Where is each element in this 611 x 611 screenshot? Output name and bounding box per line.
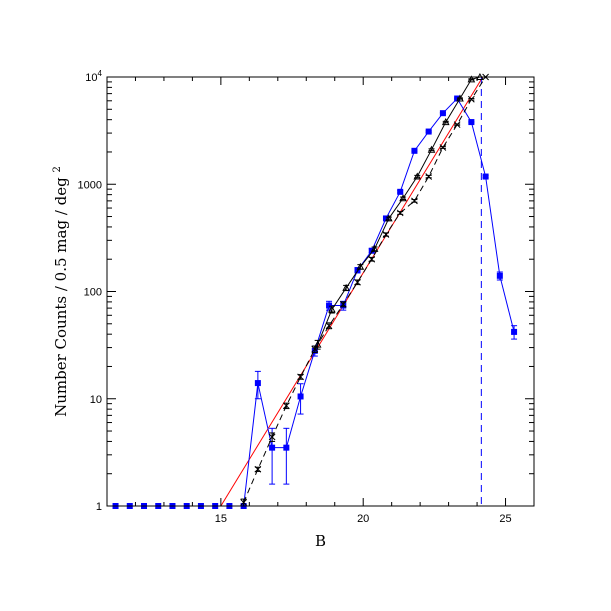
data-point-triangle [356, 262, 365, 270]
series-line [243, 76, 487, 503]
data-point-cross [453, 121, 461, 128]
series-solid-blue-squares [112, 95, 518, 509]
data-point-triangle [342, 283, 350, 291]
y-tick-label: 104 [85, 69, 102, 84]
series-dashed-black-crosses [240, 73, 489, 507]
data-point-square [468, 119, 475, 126]
data-point-square [454, 95, 461, 102]
y-axis-title: Number Counts / 0.5 mag / deg 2 [52, 166, 70, 417]
data-point-triangle [384, 214, 393, 222]
x-tick-label: 25 [499, 513, 511, 525]
data-point-square [439, 110, 446, 117]
y-tick-label: 1 [96, 501, 102, 513]
series-line [115, 97, 515, 507]
data-point-triangle [313, 340, 322, 348]
data-point-triangle [328, 305, 336, 313]
data-point-square [269, 444, 276, 451]
data-point-square [411, 147, 418, 154]
data-point-cross [396, 209, 404, 217]
data-point-square [297, 393, 304, 400]
data-point-triangle [427, 145, 436, 153]
data-point-cross [354, 278, 361, 286]
x-axis-title: B [315, 532, 326, 550]
data-point-cross [368, 255, 376, 263]
data-point-triangle [441, 118, 450, 126]
data-point-square [397, 188, 404, 195]
data-point-triangle [467, 75, 476, 83]
data-point-cross [240, 499, 247, 506]
data-point-cross [297, 373, 304, 381]
y-tick-label: 1000 [78, 179, 102, 191]
data-point-cross [425, 173, 433, 180]
ticks-layer: 15 20 25 1 10 100 1000 104 [78, 69, 535, 525]
data-point-cross [325, 322, 333, 330]
data-point-cross [268, 433, 276, 441]
data-point-square [254, 380, 261, 387]
data-point-square [482, 173, 489, 180]
data-point-cross [282, 402, 290, 410]
x-tick-label: 20 [357, 513, 369, 525]
data-point-triangle [456, 94, 464, 102]
data-point-square [326, 302, 333, 309]
data-point-square [382, 215, 389, 222]
data-point-triangle [370, 244, 379, 252]
data-point-cross [382, 231, 390, 238]
data-point-cross [254, 465, 262, 473]
data-point-square [496, 272, 503, 279]
data-point-square [425, 128, 432, 135]
fit-line-layer [220, 76, 484, 507]
y-axis-title-group: Number Counts / 0.5 mag / deg 2 [52, 166, 70, 417]
x-tick-label: 15 [215, 513, 227, 525]
series-layer [112, 72, 518, 509]
data-point-square [511, 328, 518, 335]
data-point-square [283, 444, 290, 451]
data-point-cross [439, 144, 447, 151]
y-tick-label: 100 [84, 287, 102, 299]
data-point-cross [339, 300, 347, 308]
data-point-cross [468, 95, 475, 103]
data-point-cross [411, 197, 418, 205]
data-point-triangle [413, 172, 422, 180]
fit-line [220, 76, 484, 507]
y-tick-label: 10 [90, 394, 102, 406]
plot-frame [106, 76, 535, 507]
series-solid-black-triangles [313, 72, 484, 350]
data-point-triangle [399, 194, 407, 202]
